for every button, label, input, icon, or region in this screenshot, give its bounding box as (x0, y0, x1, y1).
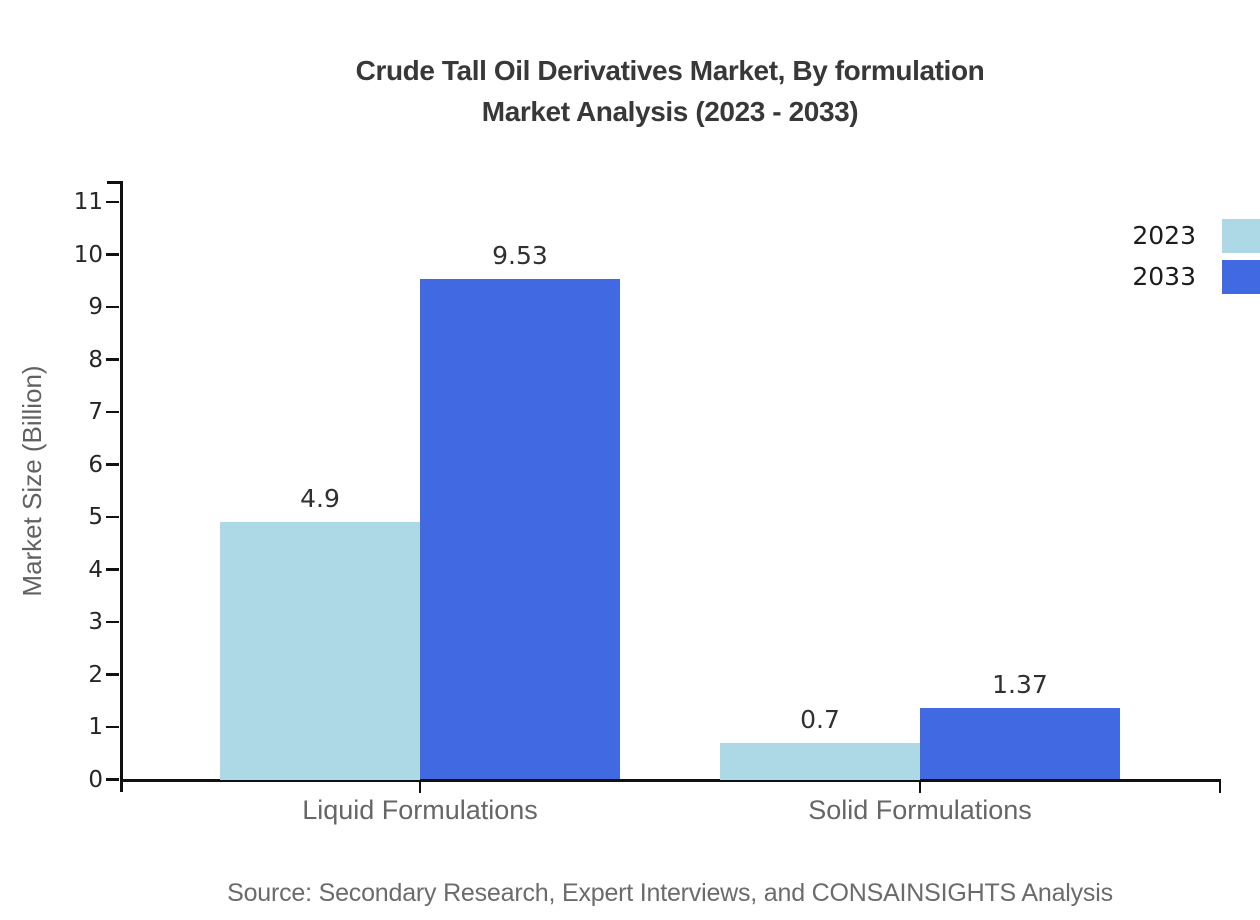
bar-value-label: 4.9 (300, 484, 340, 514)
y-axis-tick (106, 358, 119, 361)
x-axis-category-label: Solid Formulations (808, 795, 1032, 825)
y-axis-tick-label: 8 (88, 346, 103, 373)
y-axis-tick-label: 4 (88, 556, 103, 583)
y-axis-tick (106, 410, 119, 414)
y-axis-tick-label: 2 (88, 661, 103, 688)
y-axis-tick (106, 778, 119, 781)
y-axis-tick-label: 11 (73, 189, 103, 215)
x-axis-line (120, 779, 1221, 782)
y-axis-tick-label: 7 (88, 399, 103, 425)
y-axis-tick (106, 515, 119, 519)
source-note: Source: Secondary Research, Expert Inter… (227, 879, 1113, 907)
y-axis-tick-label: 1 (88, 714, 103, 740)
bar-2023-solid-formulations (720, 742, 920, 780)
legend-label-2033: 2033 (1132, 262, 1196, 291)
chart-title: Crude Tall Oil Derivatives Market, By fo… (90, 50, 1250, 132)
y-axis-tick-label: 5 (88, 504, 103, 530)
y-axis-tick (106, 568, 119, 571)
x-axis-end-cap (1218, 779, 1221, 793)
x-axis-category-label: Liquid Formulations (302, 795, 538, 825)
bar-value-label: 0.7 (800, 704, 840, 734)
y-axis-tick-label: 10 (73, 241, 103, 268)
y-axis-line (120, 181, 123, 792)
x-axis-tick (918, 780, 922, 793)
chart-title-line1: Crude Tall Oil Derivatives Market, By fo… (355, 55, 985, 86)
y-axis-tick (106, 620, 119, 624)
y-axis-tick-label: 9 (88, 294, 103, 320)
legend-label-2023: 2023 (1132, 221, 1196, 250)
bar-2033-liquid-formulations (420, 279, 620, 780)
y-axis-tick (106, 673, 119, 676)
bar-value-label: 1.37 (992, 669, 1048, 699)
y-axis-tick (106, 305, 119, 309)
y-axis-end-cap (107, 181, 123, 184)
x-axis-tick (418, 780, 422, 793)
bar-value-label: 9.53 (492, 241, 548, 271)
y-axis-tick-label: 6 (88, 451, 103, 478)
y-axis-tick (106, 463, 119, 466)
legend-swatch-2023 (1222, 219, 1260, 253)
y-axis-tick-label: 0 (88, 766, 103, 793)
y-axis-tick (106, 725, 119, 729)
bar-2033-solid-formulations (920, 707, 1120, 780)
y-axis-tick-label: 3 (88, 609, 103, 635)
chart-title-line2: Market Analysis (2023 - 2033) (481, 96, 859, 127)
y-axis-tick (106, 200, 119, 204)
bar-2023-liquid-formulations (220, 522, 420, 780)
y-axis-tick (106, 253, 119, 256)
legend-swatch-2033 (1222, 260, 1260, 294)
